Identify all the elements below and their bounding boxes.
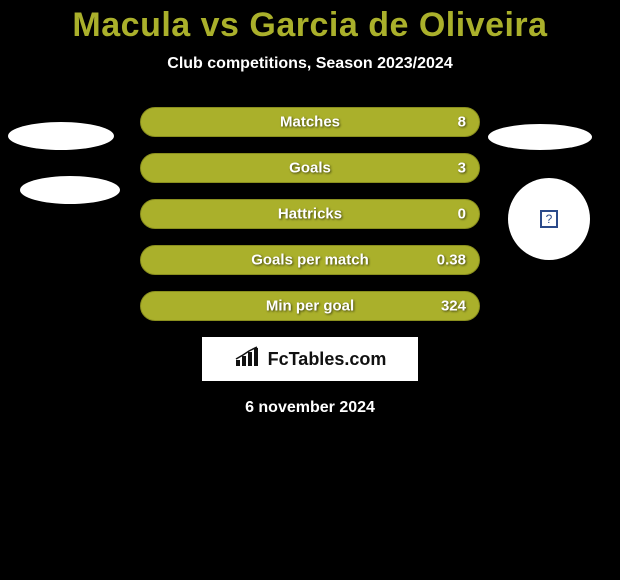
title-text: Macula vs Garcia de Oliveira	[72, 6, 547, 44]
bars-icon	[234, 346, 262, 373]
subtitle: Club competitions, Season 2023/2024	[0, 55, 620, 73]
player-ellipse	[488, 124, 592, 150]
stat-bar: Goals per match 0.38	[140, 245, 480, 275]
stat-bar: Min per goal 324	[140, 291, 480, 321]
stat-bar: Goals 3	[140, 153, 480, 183]
stat-bar-label: Matches	[280, 114, 340, 131]
page-title: Macula vs Garcia de Oliveira	[0, 0, 620, 45]
stat-bar-value: 324	[441, 298, 466, 315]
stat-bar-value: 0.38	[437, 252, 466, 269]
player-ellipse	[20, 176, 120, 204]
brand-text: FcTables.com	[268, 349, 387, 370]
stat-bar: Hattricks 0	[140, 199, 480, 229]
comparison-stage: ? Matches 8 Goals 3 Hattricks 0 Goals per matc…	[0, 107, 620, 321]
stat-bar-value: 8	[458, 114, 466, 131]
stat-bar-label: Hattricks	[278, 206, 342, 223]
date-line: 6 november 2024	[0, 399, 620, 417]
brand-box[interactable]: FcTables.com	[202, 337, 418, 381]
stat-bar-value: 0	[458, 206, 466, 223]
right-team-logo-circle: ?	[508, 178, 590, 260]
stat-bar-label: Goals	[289, 160, 331, 177]
stat-bar: Matches 8	[140, 107, 480, 137]
stat-bar-label: Goals per match	[251, 252, 369, 269]
shield-icon: ?	[540, 210, 558, 228]
stat-bar-label: Min per goal	[266, 298, 354, 315]
player-ellipse	[8, 122, 114, 150]
stat-bars-column: Matches 8 Goals 3 Hattricks 0 Goals per match 0…	[140, 107, 480, 321]
stat-bar-value: 3	[458, 160, 466, 177]
